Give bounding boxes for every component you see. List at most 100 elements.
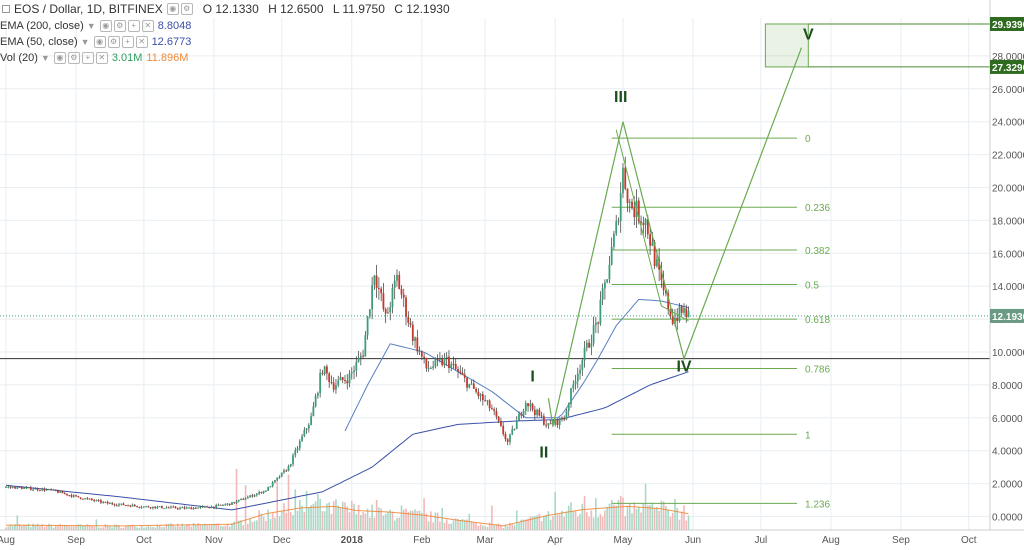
indicator-controls[interactable]: ◉ ⚙ + ✕ xyxy=(53,52,108,64)
add-icon[interactable]: + xyxy=(81,52,94,64)
candle-body xyxy=(567,404,570,411)
fib-level-label: 0 xyxy=(805,134,811,145)
collapse-icon[interactable] xyxy=(2,5,10,13)
eye-icon[interactable]: ◉ xyxy=(166,3,179,15)
indicator-label[interactable]: Vol (20) xyxy=(0,52,38,64)
volume-bar xyxy=(23,524,25,530)
volume-bar xyxy=(642,503,645,530)
volume-bar xyxy=(240,520,242,530)
candle-body xyxy=(330,382,333,384)
candle-body xyxy=(402,294,405,298)
candle-body xyxy=(203,506,206,508)
volume-bar xyxy=(280,511,283,530)
indicator-controls[interactable]: ◉ ⚙ + ✕ xyxy=(93,36,148,48)
close-icon[interactable]: ✕ xyxy=(141,20,154,32)
candle-body xyxy=(631,201,633,209)
add-icon[interactable]: + xyxy=(127,20,140,32)
candle-body xyxy=(561,417,563,420)
add-icon[interactable]: + xyxy=(121,36,134,48)
candle-body xyxy=(359,355,362,358)
volume-bar xyxy=(323,511,326,530)
candle-body xyxy=(597,322,600,324)
candle-body xyxy=(298,441,301,449)
volume-bar xyxy=(450,523,453,530)
volume-bar xyxy=(520,519,523,530)
candle-body xyxy=(495,411,498,417)
candle-body xyxy=(120,503,123,505)
eye-icon[interactable]: ◉ xyxy=(93,36,106,48)
volume-bar xyxy=(479,524,482,530)
indicator-controls[interactable]: ◉ ⚙ + ✕ xyxy=(99,20,154,32)
volume-bar xyxy=(215,523,217,530)
candle-body xyxy=(183,507,186,509)
candle-body xyxy=(172,506,175,508)
eye-icon[interactable]: ◉ xyxy=(99,20,112,32)
ohlc-values: O 12.1330 H 12.6500 L 11.9750 C 12.1930 xyxy=(203,1,456,17)
dropdown-caret-icon[interactable]: ▼ xyxy=(80,37,90,47)
candle-body xyxy=(240,498,242,500)
volume-bar xyxy=(529,516,532,530)
volume-bar xyxy=(247,523,249,530)
time-tick-label: Apr xyxy=(547,535,563,546)
candle-body xyxy=(547,423,550,426)
candle-body xyxy=(378,287,380,289)
candle-body xyxy=(565,410,568,420)
indicator-label[interactable]: EMA (50, close) xyxy=(0,36,78,48)
candle-body xyxy=(368,309,371,317)
indicator-value-2: 11.896M xyxy=(146,52,189,64)
volume-bar xyxy=(61,526,64,530)
settings-icon[interactable]: ⚙ xyxy=(113,20,126,32)
candle-body xyxy=(45,489,48,491)
candle-body xyxy=(414,337,416,341)
dropdown-caret-icon[interactable]: ▼ xyxy=(40,53,50,63)
volume-bar xyxy=(219,525,222,530)
symbol-controls[interactable]: ◉ ⚙ xyxy=(166,3,193,15)
volume-bar xyxy=(88,525,91,530)
volume-bar xyxy=(574,510,577,530)
volume-bar xyxy=(665,506,667,530)
volume-bar xyxy=(375,499,378,530)
volume-bar xyxy=(418,510,421,530)
volume-bar xyxy=(576,516,579,530)
candle-body xyxy=(556,419,559,425)
close-icon[interactable]: ✕ xyxy=(135,36,148,48)
volume-bar xyxy=(583,495,586,530)
candle-body xyxy=(542,416,545,425)
price-tick-label: 16.0000 xyxy=(992,249,1024,260)
price-tag-label: 29.9390 xyxy=(992,20,1024,31)
candle-body xyxy=(339,377,342,381)
ema200-line xyxy=(5,371,689,511)
candle-body xyxy=(301,436,303,442)
candle-body xyxy=(188,507,190,509)
wave-label: I xyxy=(530,369,534,386)
volume-bar xyxy=(5,527,7,530)
volume-bar xyxy=(628,503,631,530)
volume-bar xyxy=(328,502,330,530)
candle-body xyxy=(224,504,227,506)
eye-icon[interactable]: ◉ xyxy=(53,52,66,64)
fib-retracement: 0 0.236 0.382 0.5 0.618 0.786 1 1.236 xyxy=(611,134,830,510)
price-tick-label: 2.0000 xyxy=(992,480,1023,491)
close-icon[interactable]: ✕ xyxy=(95,52,108,64)
indicator-label[interactable]: EMA (200, close) xyxy=(0,20,84,32)
settings-icon[interactable]: ⚙ xyxy=(107,36,120,48)
volume-bar xyxy=(118,525,120,530)
candle-body xyxy=(136,505,138,507)
settings-icon[interactable]: ⚙ xyxy=(67,52,80,64)
volume-bar xyxy=(500,525,502,530)
volume-bar xyxy=(332,501,335,530)
candle-body xyxy=(129,505,132,507)
candle-body xyxy=(29,487,32,490)
settings-icon[interactable]: ⚙ xyxy=(180,3,193,15)
volume-bar xyxy=(48,523,50,530)
candle-body xyxy=(149,507,152,509)
candle-body xyxy=(655,259,658,267)
volume-bar xyxy=(303,511,306,530)
volume-bar xyxy=(669,516,672,530)
dropdown-caret-icon[interactable]: ▼ xyxy=(86,21,96,31)
volume-bar xyxy=(217,523,220,530)
candle-body xyxy=(439,358,441,360)
candle-body xyxy=(427,368,430,370)
candle-body xyxy=(131,504,134,507)
